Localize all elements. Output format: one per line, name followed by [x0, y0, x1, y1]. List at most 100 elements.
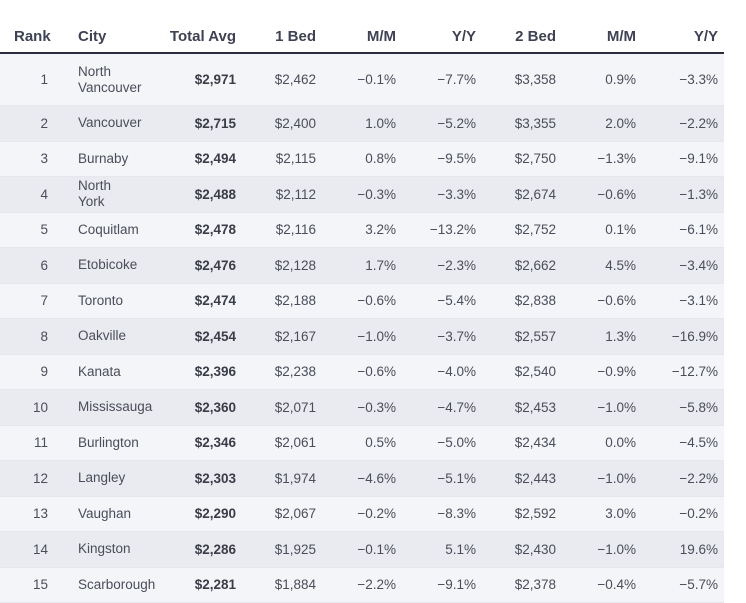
cell-rank: 13	[0, 496, 52, 532]
cell-rank: 1	[0, 53, 52, 106]
cell-1-bed-mm: −0.3%	[322, 176, 402, 213]
table-row: 10 Mississauga $2,360 $2,071 −0.3% −4.7% $2,45…	[0, 389, 724, 426]
header-2-bed-mm: M/M	[562, 0, 642, 54]
cell-2-bed-yy: −2.2%	[642, 105, 724, 142]
cell-1-bed-mm: −0.1%	[322, 53, 402, 106]
cell-2-bed: $2,838	[482, 283, 562, 319]
header-rank: Rank	[0, 0, 52, 54]
table-row: 12 Langley $2,303 $1,974 −4.6% −5.1% $2,443 −1.…	[0, 460, 724, 497]
cell-2-bed-yy: −16.9%	[642, 318, 724, 355]
cell-rank: 12	[0, 460, 52, 497]
table-row: 6 Etobicoke $2,476 $2,128 1.7% −2.3% $2,662 4.5…	[0, 247, 724, 284]
table-row: 2 Vancouver $2,715 $2,400 1.0% −5.2% $3,355 2.0…	[0, 105, 724, 142]
cell-1-bed-mm: −0.6%	[322, 354, 402, 390]
cell-2-bed: $2,674	[482, 176, 562, 213]
cell-1-bed: $2,115	[242, 141, 322, 177]
table-row: 1 North Vancouver $2,971 $2,462 −0.1% −7.7% $3…	[0, 53, 724, 106]
cell-1-bed-mm: −1.0%	[322, 318, 402, 355]
cell-city: Oakville	[52, 318, 138, 355]
rent-ranking-table-container: Rank City Total Avg 1 Bed M/M Y/Y 2 Bed …	[0, 0, 724, 603]
header-1-bed-mm: M/M	[322, 0, 402, 54]
cell-total-avg: $2,396	[138, 354, 242, 390]
cell-2-bed-mm: −1.3%	[562, 141, 642, 177]
table-row: 9 Kanata $2,396 $2,238 −0.6% −4.0% $2,540 −0.9%…	[0, 354, 724, 390]
header-2-bed: 2 Bed	[482, 0, 562, 54]
cell-1-bed-mm: 1.0%	[322, 105, 402, 142]
cell-rank: 10	[0, 389, 52, 426]
cell-2-bed-yy: −4.5%	[642, 425, 724, 461]
cell-2-bed: $2,378	[482, 567, 562, 603]
cell-2-bed: $2,662	[482, 247, 562, 284]
cell-1-bed-mm: −0.6%	[322, 283, 402, 319]
table-body: 1 North Vancouver $2,971 $2,462 −0.1% −7.7% $3…	[0, 53, 724, 603]
cell-rank: 2	[0, 105, 52, 142]
cell-total-avg: $2,346	[138, 425, 242, 461]
cell-city: Kingston	[52, 531, 138, 568]
cell-rank: 14	[0, 531, 52, 568]
cell-1-bed-yy: −5.4%	[402, 283, 482, 319]
header-1-bed-yy: Y/Y	[402, 0, 482, 54]
cell-2-bed-yy: −12.7%	[642, 354, 724, 390]
cell-1-bed: $1,925	[242, 531, 322, 568]
header-total-avg: Total Avg	[138, 0, 242, 54]
table-row: 14 Kingston $2,286 $1,925 −0.1% 5.1% $2,430 −1.…	[0, 531, 724, 568]
cell-1-bed-yy: −13.2%	[402, 212, 482, 248]
cell-total-avg: $2,360	[138, 389, 242, 426]
rent-ranking-table: Rank City Total Avg 1 Bed M/M Y/Y 2 Bed …	[0, 0, 724, 603]
cell-2-bed-yy: −3.4%	[642, 247, 724, 284]
cell-total-avg: $2,488	[138, 176, 242, 213]
cell-1-bed-mm: 0.5%	[322, 425, 402, 461]
cell-city: Mississauga	[52, 389, 152, 426]
cell-1-bed: $2,128	[242, 247, 322, 284]
cell-2-bed-mm: −1.0%	[562, 531, 642, 568]
cell-2-bed: $3,358	[482, 53, 562, 106]
table-row: 13 Vaughan $2,290 $2,067 −0.2% −8.3% $2,592 3.0…	[0, 496, 724, 532]
cell-1-bed: $2,188	[242, 283, 322, 319]
cell-total-avg: $2,478	[138, 212, 242, 248]
cell-1-bed-yy: −7.7%	[402, 53, 482, 106]
cell-1-bed-yy: −5.1%	[402, 460, 482, 497]
table-header: Rank City Total Avg 1 Bed M/M Y/Y 2 Bed …	[0, 0, 724, 54]
cell-1-bed-yy: −8.3%	[402, 496, 482, 532]
table-row: 7 Toronto $2,474 $2,188 −0.6% −5.4% $2,838 −0.6…	[0, 283, 724, 319]
cell-2-bed-mm: 4.5%	[562, 247, 642, 284]
cell-total-avg: $2,971	[138, 53, 242, 106]
cell-2-bed-mm: 2.0%	[562, 105, 642, 142]
cell-city: North York	[52, 176, 138, 213]
table-row: 5 Coquitlam $2,478 $2,116 3.2% −13.2% $2,752 0.…	[0, 212, 724, 248]
cell-rank: 7	[0, 283, 52, 319]
cell-city: Burnaby	[52, 141, 138, 177]
cell-total-avg: $2,454	[138, 318, 242, 355]
cell-rank: 5	[0, 212, 52, 248]
header-2-bed-yy: Y/Y	[642, 0, 724, 54]
cell-1-bed: $2,238	[242, 354, 322, 390]
cell-1-bed-mm: 1.7%	[322, 247, 402, 284]
cell-2-bed: $2,540	[482, 354, 562, 390]
table-row: 11 Burlington $2,346 $2,061 0.5% −5.0% $2,434 0…	[0, 425, 724, 461]
cell-2-bed: $2,430	[482, 531, 562, 568]
cell-2-bed-yy: −5.7%	[642, 567, 724, 603]
cell-1-bed: $1,974	[242, 460, 322, 497]
cell-1-bed: $2,061	[242, 425, 322, 461]
cell-2-bed: $2,434	[482, 425, 562, 461]
header-city: City	[52, 0, 138, 54]
cell-1-bed-yy: −3.3%	[402, 176, 482, 213]
cell-1-bed-yy: −4.7%	[402, 389, 482, 426]
cell-2-bed-mm: −1.0%	[562, 389, 642, 426]
table-row: 3 Burnaby $2,494 $2,115 0.8% −9.5% $2,750 −1.3%…	[0, 141, 724, 177]
cell-city: Etobicoke	[52, 247, 138, 284]
cell-1-bed-yy: −9.1%	[402, 567, 482, 603]
cell-1-bed: $2,067	[242, 496, 322, 532]
cell-1-bed-yy: −5.0%	[402, 425, 482, 461]
cell-1-bed-yy: 5.1%	[402, 531, 482, 568]
cell-total-avg: $2,715	[138, 105, 242, 142]
cell-total-avg: $2,290	[138, 496, 242, 532]
table-row: 4 North York $2,488 $2,112 −0.3% −3.3% $2,674−…	[0, 176, 724, 213]
cell-total-avg: $2,286	[138, 531, 242, 568]
cell-1-bed-mm: 3.2%	[322, 212, 402, 248]
cell-1-bed-mm: −0.2%	[322, 496, 402, 532]
cell-city: Scarborough	[52, 567, 155, 603]
cell-city: Kanata	[52, 354, 138, 390]
cell-1-bed: $2,116	[242, 212, 322, 248]
cell-2-bed-mm: −0.6%	[562, 176, 642, 213]
